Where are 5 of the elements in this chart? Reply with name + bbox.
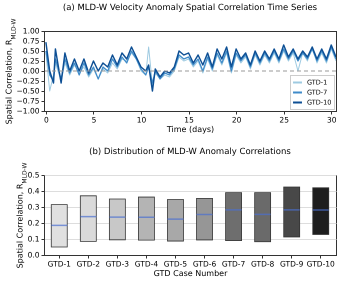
line-series (45, 46, 336, 84)
chart-title: (b) Distribution of MLD-W Anomaly Correlations (89, 147, 292, 158)
chart-title: (a) MLD-W Velocity Anomaly Spatial Correlation Time Series (62, 3, 318, 14)
x-axis-title: GTD Case Number (154, 269, 228, 278)
x-axis-title: Time (days) (166, 125, 214, 134)
